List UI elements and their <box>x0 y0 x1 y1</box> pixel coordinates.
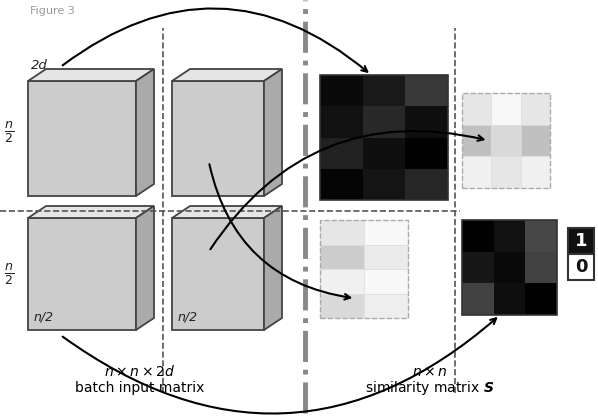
Bar <box>492 93 521 125</box>
Polygon shape <box>28 81 136 196</box>
Bar <box>320 169 362 200</box>
Bar <box>362 106 405 138</box>
Text: $\frac{n}{2}$: $\frac{n}{2}$ <box>4 261 14 287</box>
Bar <box>320 75 362 106</box>
Bar <box>494 283 525 315</box>
Polygon shape <box>28 69 154 81</box>
Text: batch input matrix: batch input matrix <box>75 381 205 395</box>
Bar <box>462 220 557 315</box>
Bar <box>320 220 364 245</box>
Text: n/2: n/2 <box>34 310 54 323</box>
Bar <box>462 156 492 188</box>
Bar <box>462 93 492 125</box>
Bar <box>320 138 362 169</box>
Bar <box>462 220 494 252</box>
Polygon shape <box>172 206 282 218</box>
Polygon shape <box>28 218 136 330</box>
Bar <box>525 220 557 252</box>
Text: 0: 0 <box>575 258 587 276</box>
Bar <box>492 156 521 188</box>
Bar <box>492 125 521 156</box>
Bar <box>525 283 557 315</box>
Bar <box>362 138 405 169</box>
Text: Figure 3: Figure 3 <box>30 6 75 16</box>
Bar <box>525 252 557 283</box>
Bar <box>462 93 550 188</box>
Bar <box>320 293 364 318</box>
Polygon shape <box>172 81 264 196</box>
Bar <box>405 169 448 200</box>
Polygon shape <box>264 206 282 330</box>
Bar <box>320 75 448 200</box>
Bar <box>405 106 448 138</box>
Bar <box>494 220 525 252</box>
Text: 2d: 2d <box>31 59 48 72</box>
Polygon shape <box>136 69 154 196</box>
Polygon shape <box>264 69 282 196</box>
Bar <box>521 125 550 156</box>
Bar <box>320 245 364 269</box>
Bar <box>320 269 364 293</box>
Bar <box>320 220 408 318</box>
Bar <box>364 269 408 293</box>
Polygon shape <box>172 218 264 330</box>
Bar <box>405 138 448 169</box>
Bar <box>364 245 408 269</box>
Polygon shape <box>172 69 282 81</box>
Text: $n \times n$: $n \times n$ <box>412 365 448 379</box>
Polygon shape <box>136 206 154 330</box>
Text: similarity matrix $\boldsymbol{S}$: similarity matrix $\boldsymbol{S}$ <box>365 379 495 397</box>
Polygon shape <box>28 206 154 218</box>
Bar <box>521 156 550 188</box>
Bar <box>462 252 494 283</box>
Bar <box>364 293 408 318</box>
Text: n/2: n/2 <box>178 310 198 323</box>
Bar <box>494 252 525 283</box>
Text: $n \times n \times 2d$: $n \times n \times 2d$ <box>104 364 176 380</box>
Bar <box>320 106 362 138</box>
Bar <box>568 254 594 280</box>
Bar <box>521 93 550 125</box>
Text: 1: 1 <box>575 232 587 250</box>
Bar <box>462 283 494 315</box>
Bar <box>462 125 492 156</box>
Bar <box>568 228 594 254</box>
Bar <box>364 220 408 245</box>
Bar <box>362 75 405 106</box>
Bar <box>405 75 448 106</box>
Bar <box>362 169 405 200</box>
Text: $\frac{n}{2}$: $\frac{n}{2}$ <box>4 120 14 145</box>
